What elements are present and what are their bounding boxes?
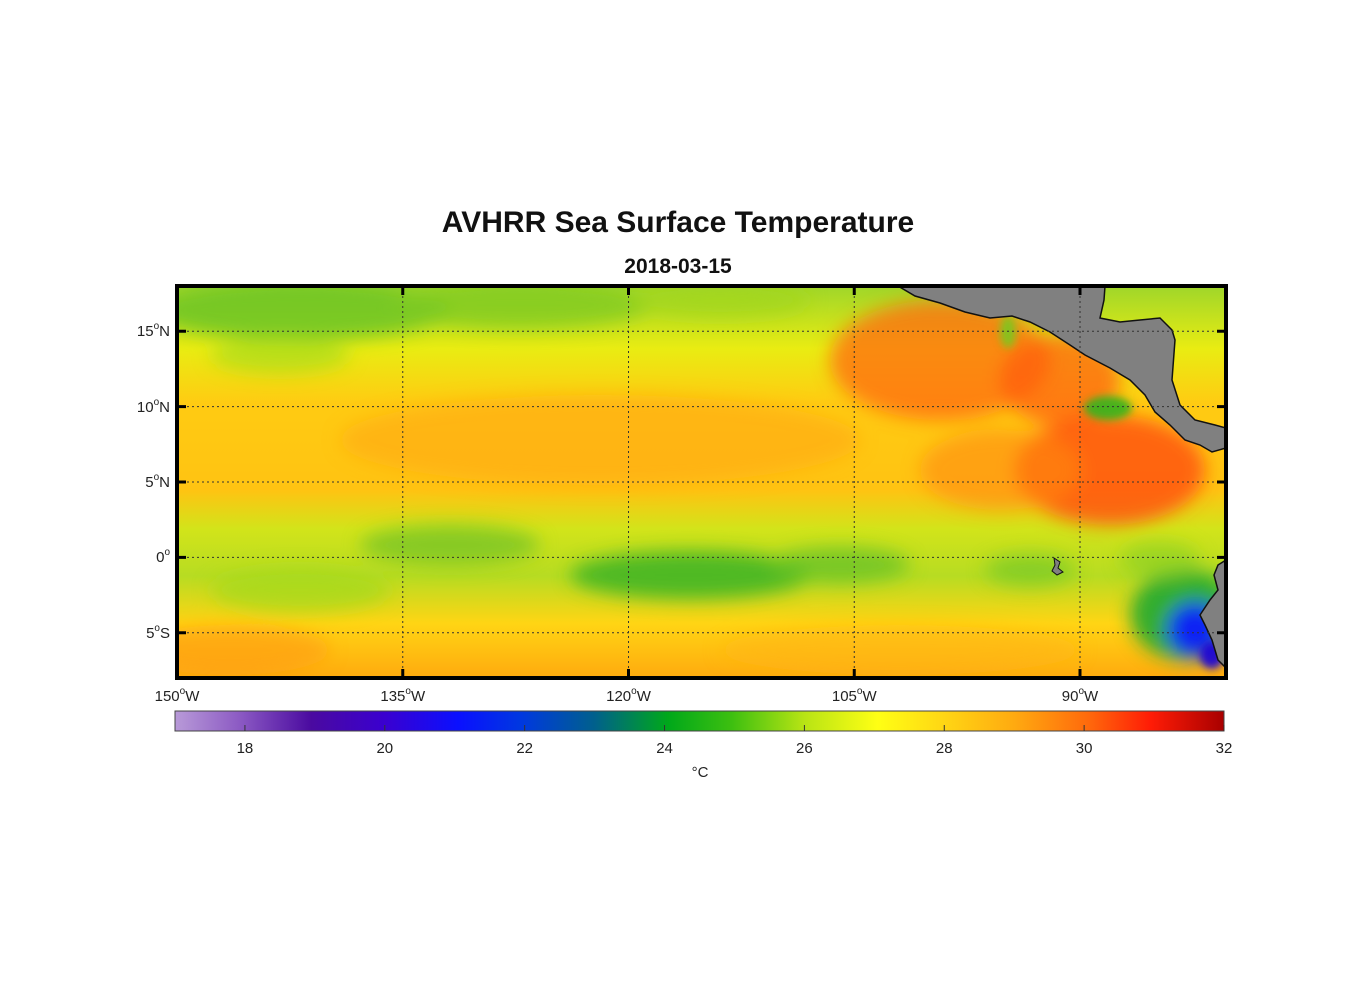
lon-label: 135oW — [380, 686, 426, 705]
map-title: AVHRR Sea Surface Temperature — [441, 206, 915, 239]
colorbar — [174, 710, 1225, 732]
colorbar-tick-label: 32 — [1215, 740, 1233, 757]
lon-label: 120oW — [606, 686, 651, 705]
colorbar-tick-label: 18 — [236, 740, 254, 757]
map-date: 2018-03-15 — [624, 255, 732, 278]
land-central-america — [896, 286, 1226, 453]
lat-label: 0o — [156, 547, 170, 567]
lat-label: 5oN — [145, 472, 170, 491]
colorbar-tick-label: 26 — [796, 740, 813, 757]
colorbar-unit: °C — [691, 764, 709, 781]
lat-label: 15oN — [136, 321, 170, 341]
land-south-america — [1199, 559, 1226, 670]
lon-label: 105oW — [831, 686, 877, 705]
lon-label: 90oW — [1061, 686, 1099, 705]
colorbar-tick-label: 22 — [516, 740, 533, 757]
lat-label: 10oN — [136, 396, 170, 416]
colorbar-tick-label: 20 — [376, 740, 394, 757]
land-galapagos — [1051, 556, 1064, 576]
colorbar-tick-label: 30 — [1075, 740, 1093, 757]
colorbar-tick-label: 28 — [935, 740, 953, 757]
map-frame — [175, 284, 1228, 680]
colorbar-tick-label: 24 — [656, 740, 673, 757]
lat-label: 5oS — [146, 622, 170, 642]
sst-field — [177, 286, 1226, 678]
lon-label: 150oW — [154, 686, 200, 705]
